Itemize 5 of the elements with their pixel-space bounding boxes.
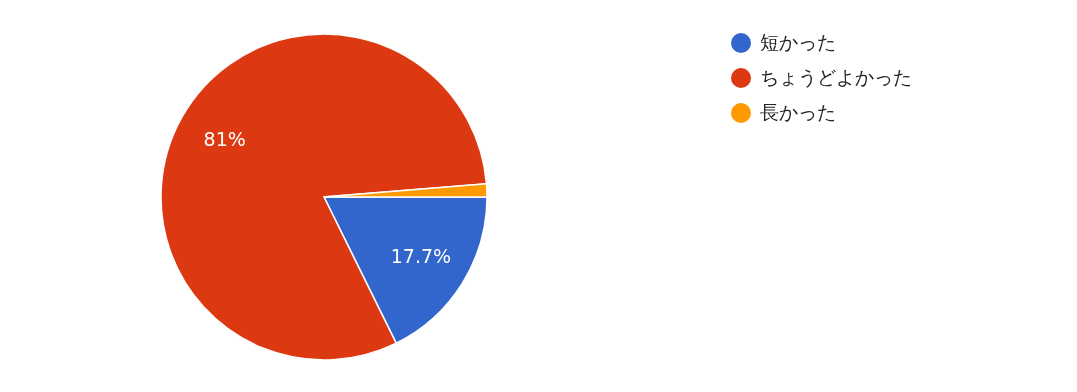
data-label: 81%: [203, 128, 246, 151]
data-label: 17.7%: [390, 244, 452, 267]
legend-label: 長かった: [760, 100, 836, 123]
legend-label: ちょうどよかった: [760, 65, 912, 88]
legend-label: 短かった: [760, 30, 836, 53]
